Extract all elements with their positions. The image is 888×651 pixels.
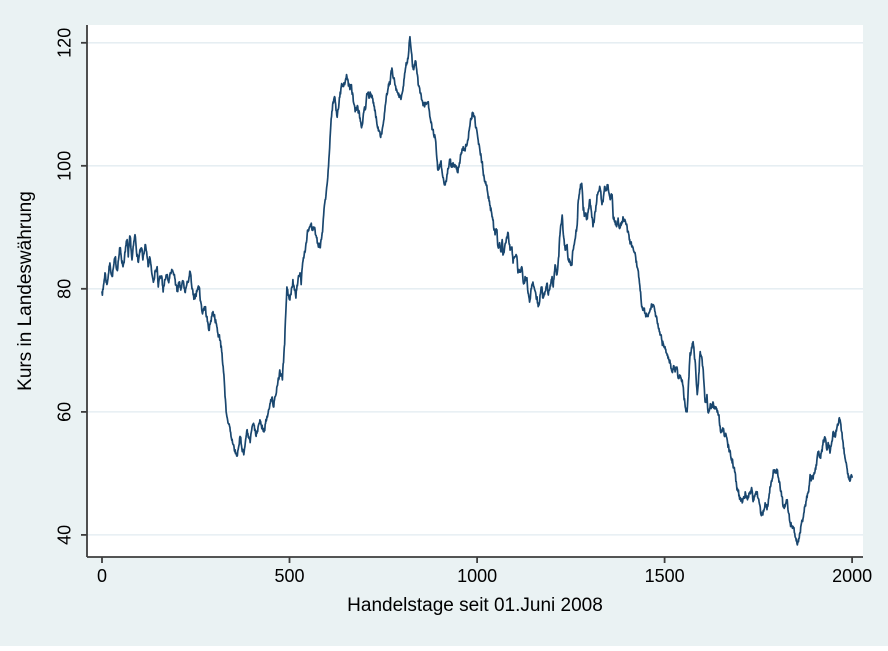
y-tick-label: 80 bbox=[55, 279, 75, 299]
gridlines bbox=[87, 42, 863, 536]
x-tick-label: 2000 bbox=[832, 566, 872, 586]
axes bbox=[86, 25, 863, 558]
y-axis-tick-labels: 40 60 80 100 120 bbox=[55, 28, 75, 545]
x-tick-label: 0 bbox=[97, 566, 107, 586]
x-tick-label: 1000 bbox=[457, 566, 497, 586]
y-tick-label: 60 bbox=[55, 402, 75, 422]
y-axis-title: Kurs in Landeswährung bbox=[15, 191, 36, 391]
plot-area bbox=[87, 25, 863, 557]
price-line-series bbox=[101, 35, 853, 546]
tick-marks bbox=[81, 41, 853, 563]
price-line bbox=[101, 35, 853, 546]
x-tick-label: 500 bbox=[274, 566, 304, 586]
y-tick-label: 40 bbox=[55, 525, 75, 545]
x-axis-tick-labels: 0 500 1000 1500 2000 bbox=[97, 566, 872, 586]
x-tick-label: 1500 bbox=[645, 566, 685, 586]
y-tick-label: 100 bbox=[55, 151, 75, 181]
x-axis-title: Handelstage seit 01.Juni 2008 bbox=[347, 595, 603, 616]
y-tick-label: 120 bbox=[55, 28, 75, 58]
